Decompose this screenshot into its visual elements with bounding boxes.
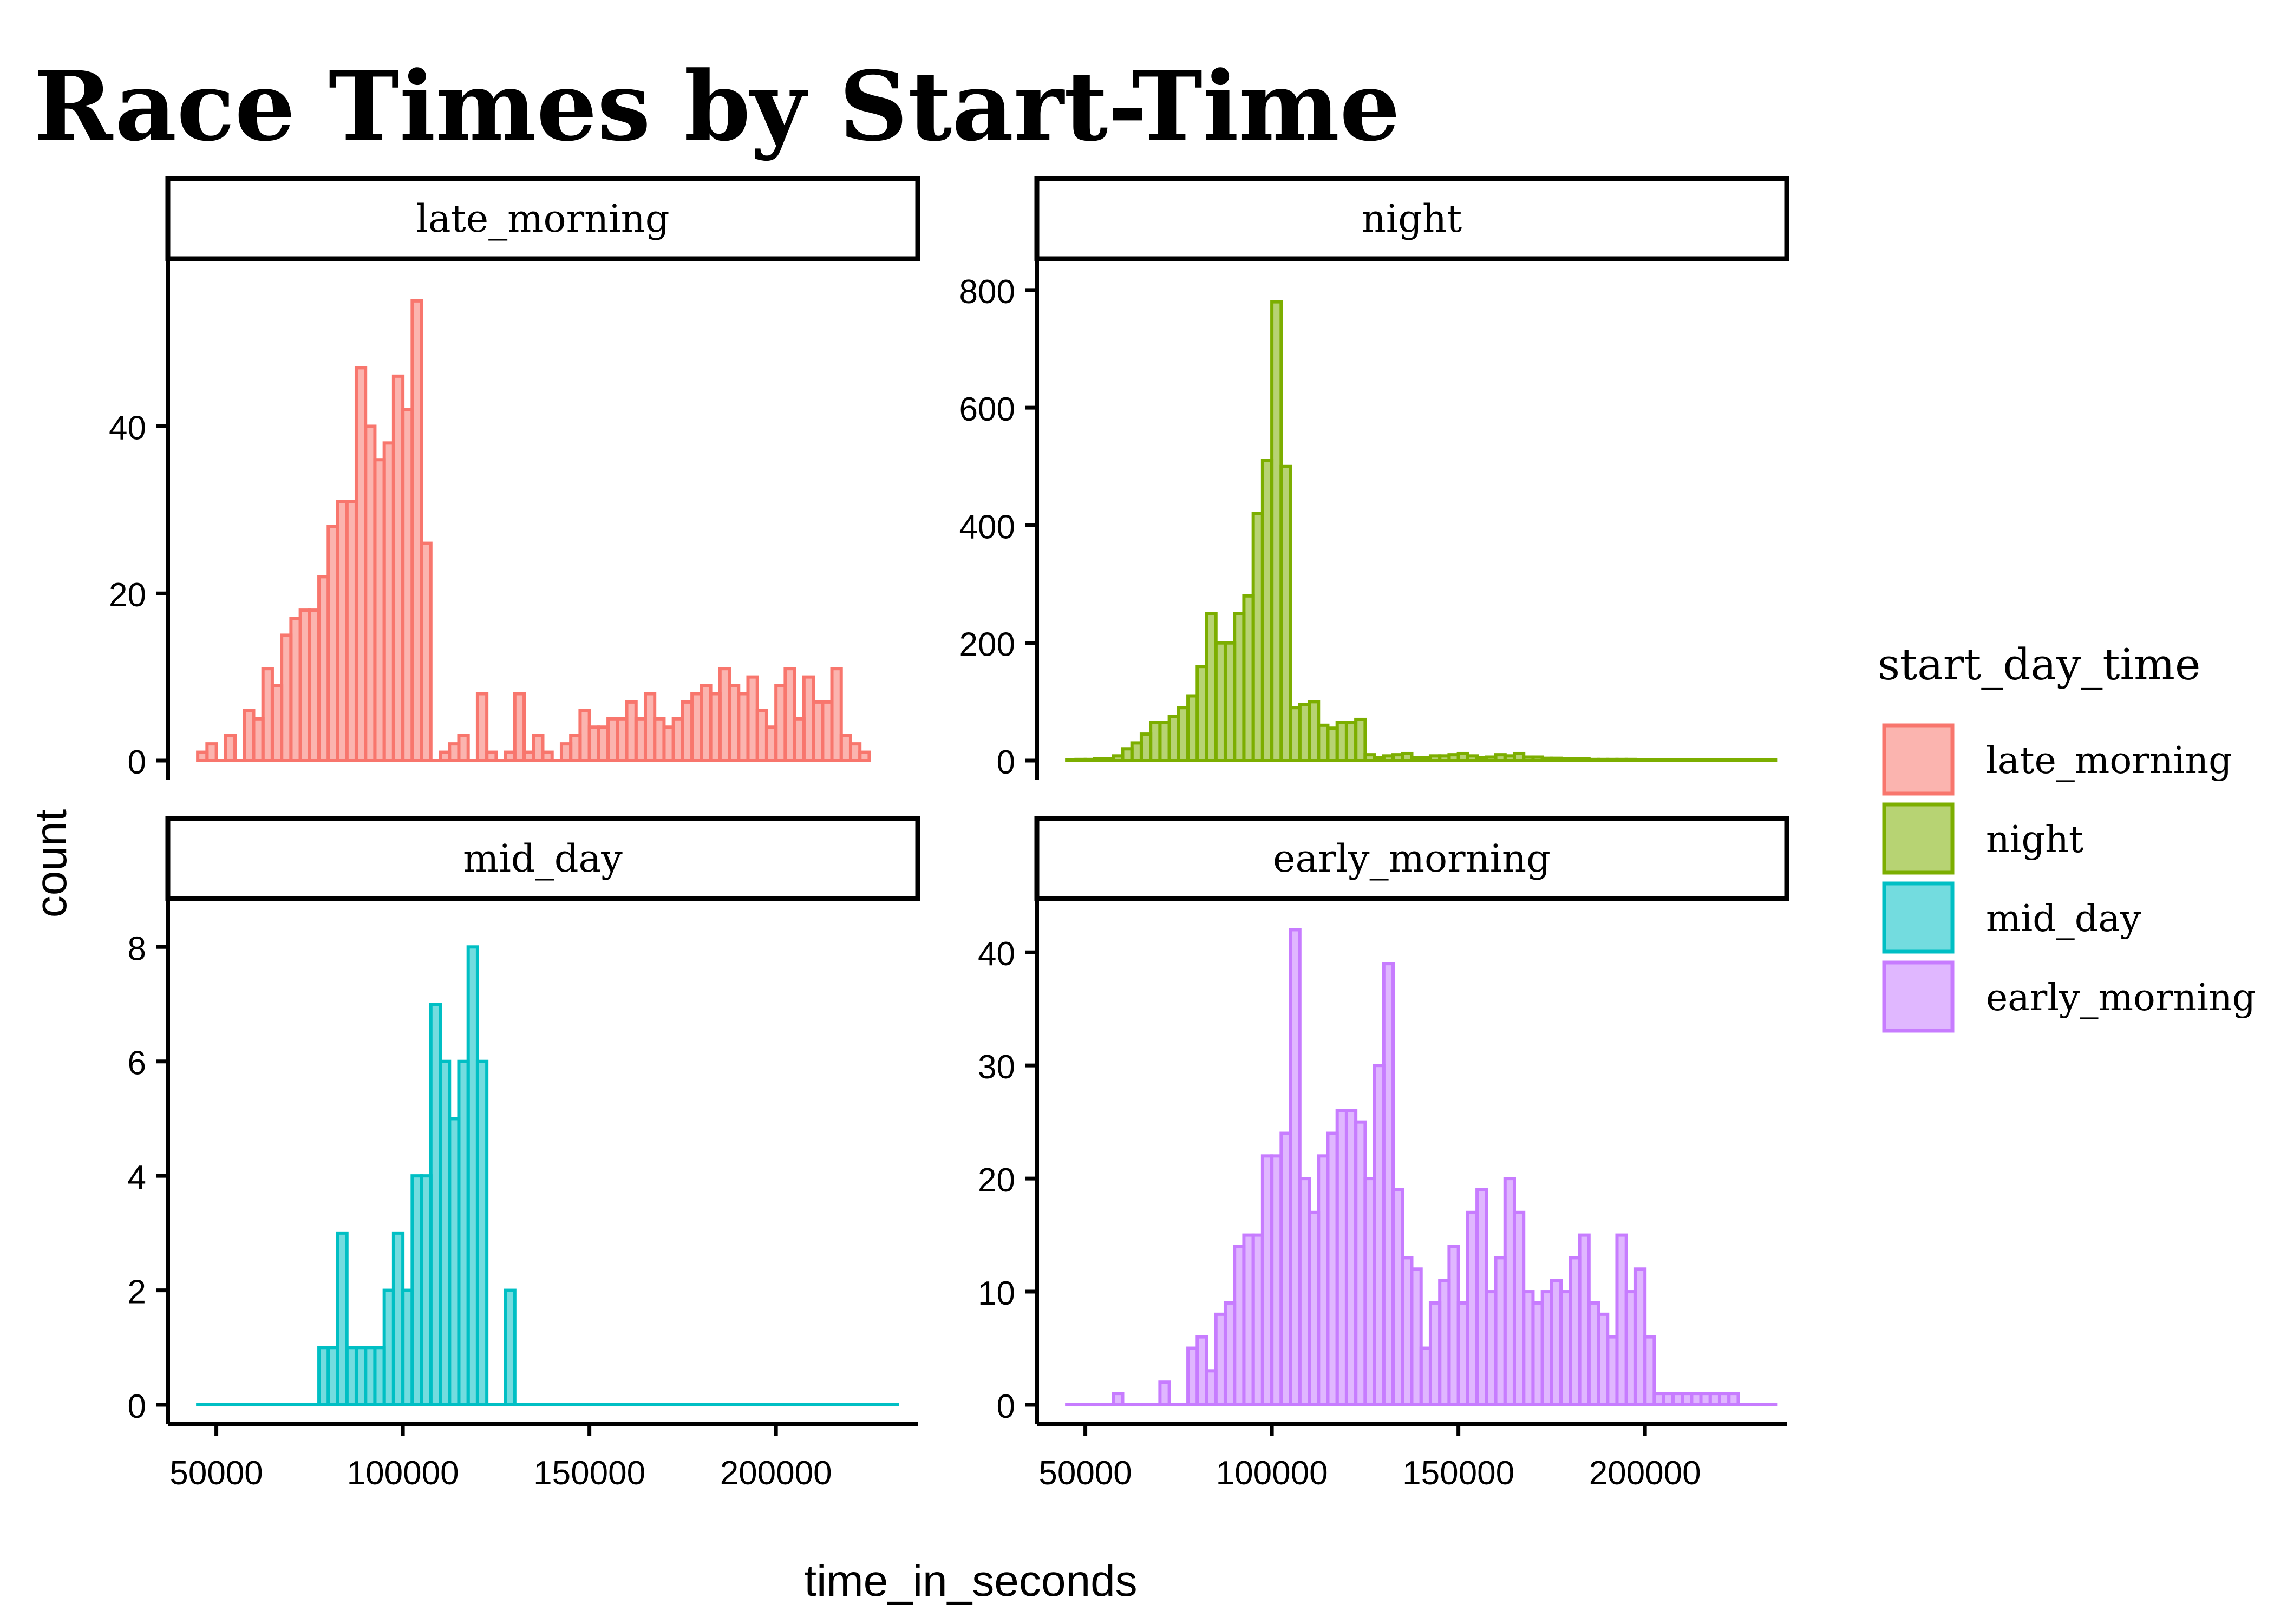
- histogram-bar: [485, 750, 498, 762]
- x-tick-label: 200000: [1589, 1455, 1701, 1492]
- y-tick-label: 4: [128, 1159, 146, 1196]
- x-tick-label: 50000: [169, 1455, 263, 1492]
- facet-strip: [165, 816, 920, 901]
- histogram-bar: [1289, 928, 1302, 1406]
- histogram-bar: [1112, 1392, 1125, 1407]
- histogram-bars: [196, 299, 871, 763]
- y-tick-label: 20: [978, 1162, 1015, 1199]
- y-tick-label: 0: [997, 1388, 1015, 1425]
- y-tick-label: 400: [959, 508, 1015, 546]
- facet-strip-label: early_morning: [1273, 836, 1551, 881]
- histogram-bar: [1727, 1392, 1740, 1407]
- y-tick-label: 200: [959, 626, 1015, 664]
- facet-strip-label: night: [1362, 197, 1462, 241]
- legend-label: late_morning: [1986, 739, 2232, 782]
- histogram-bar: [513, 692, 526, 762]
- y-tick-label: 2: [128, 1274, 146, 1311]
- histogram-bar: [1382, 962, 1395, 1406]
- y-tick-label: 600: [959, 391, 1015, 428]
- y-axis-title: count: [27, 809, 76, 918]
- histogram-bar: [1410, 1267, 1423, 1406]
- legend-label: mid_day: [1986, 898, 2141, 940]
- histogram-bar: [410, 299, 423, 762]
- histogram-bar: [224, 734, 237, 762]
- facet-late_morning: late_morning 0 20 40: [109, 176, 920, 781]
- legend-item: early_morning: [1882, 960, 2256, 1033]
- histogram-bar: [475, 692, 489, 762]
- histogram-bar: [1158, 1380, 1171, 1406]
- legend-label: early_morning: [1986, 977, 2256, 1019]
- facet-strip: [165, 176, 920, 261]
- histogram-bar: [1643, 1335, 1656, 1406]
- histogram-bar: [420, 541, 433, 762]
- histogram-bar: [475, 1059, 489, 1406]
- facet-night: night 0 200 400 600 800: [959, 176, 1789, 781]
- facet-panels: late_morning02040night0200400600800mid_d…: [109, 176, 1789, 1492]
- y-tick-label: 0: [128, 744, 146, 781]
- histogram-bar: [504, 1288, 517, 1407]
- facet-early_morning: early_morning 0 10 20 30 40 50000 100000 150000 2…: [978, 816, 1789, 1492]
- y-tick-label: 8: [128, 930, 146, 967]
- facet-strip-label: mid_day: [463, 836, 623, 881]
- legend-key: [1882, 881, 1955, 954]
- y-tick-label: 0: [128, 1388, 146, 1425]
- facet-mid_day: mid_day 0 2 4 6 8 50000 100000 150000 200000: [128, 816, 920, 1492]
- histogram-bar: [541, 750, 554, 762]
- x-axis-title: time_in_seconds: [804, 1556, 1137, 1606]
- x-tick-label: 200000: [720, 1455, 832, 1492]
- y-tick-label: 800: [959, 273, 1015, 311]
- histogram-bar: [830, 667, 843, 762]
- x-tick-label: 100000: [347, 1455, 459, 1492]
- histogram-bars: [1065, 300, 1778, 763]
- histogram-bars: [196, 945, 899, 1407]
- legend-key: [1882, 960, 1955, 1033]
- histogram-bar: [205, 742, 218, 762]
- histogram-bar: [1765, 758, 1778, 762]
- legend-title: start_day_time: [1878, 639, 2200, 690]
- facet-strip-label: late_morning: [416, 197, 669, 241]
- y-tick-label: 20: [109, 577, 146, 614]
- x-tick-label: 150000: [1402, 1455, 1514, 1492]
- histogram-bar: [532, 734, 545, 762]
- chart-title: Race Times by Start-Time: [34, 50, 1400, 162]
- legend-item: late_morning: [1882, 723, 2232, 796]
- legend-key: [1882, 802, 1955, 875]
- legend-item: night: [1882, 802, 2083, 875]
- legend-label: night: [1986, 818, 2083, 861]
- legend-item: mid_day: [1882, 881, 2141, 954]
- histogram-bar: [1279, 464, 1292, 762]
- facet-strip: [1034, 816, 1789, 901]
- histogram-bar: [336, 1231, 349, 1407]
- y-tick-label: 0: [997, 744, 1015, 781]
- histogram-bars: [1065, 928, 1778, 1407]
- histogram-bar: [457, 734, 470, 762]
- y-tick-label: 40: [978, 935, 1015, 973]
- x-tick-label: 100000: [1216, 1455, 1328, 1492]
- y-tick-label: 6: [128, 1045, 146, 1082]
- y-tick-label: 10: [978, 1275, 1015, 1312]
- y-tick-label: 40: [109, 409, 146, 447]
- histogram-bar: [858, 750, 871, 762]
- x-tick-label: 150000: [533, 1455, 645, 1492]
- x-tick-label: 50000: [1038, 1455, 1132, 1492]
- histogram-bar: [1354, 717, 1367, 762]
- y-tick-label: 30: [978, 1049, 1015, 1086]
- facet-strip: [1034, 176, 1789, 261]
- legend-key: [1882, 723, 1955, 796]
- histogram-bar: [783, 667, 796, 762]
